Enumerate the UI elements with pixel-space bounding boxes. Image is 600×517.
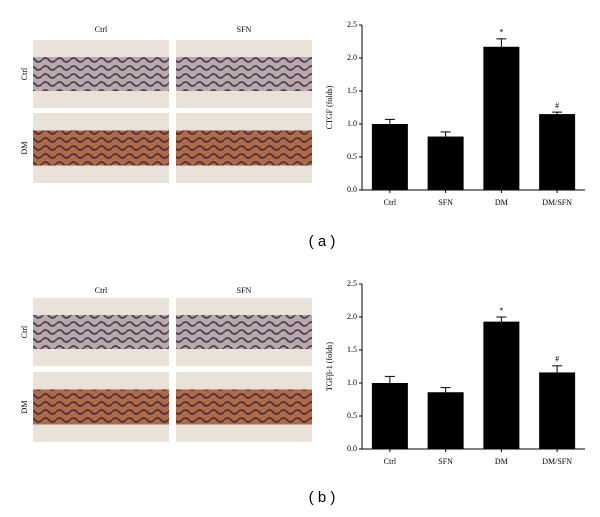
y-tick-label: 0.0 bbox=[347, 444, 357, 453]
y-tick-label: 2.0 bbox=[347, 312, 357, 321]
bar bbox=[539, 372, 576, 449]
column-label: Ctrl bbox=[95, 286, 108, 295]
annotation: * bbox=[499, 306, 503, 315]
tissue bbox=[176, 389, 312, 425]
y-tick-label: 0.0 bbox=[347, 185, 357, 194]
tissue bbox=[33, 315, 169, 349]
y-axis-label: TGFβ-1 (folds) bbox=[325, 342, 334, 392]
x-tick-label: SFN bbox=[438, 457, 453, 466]
tissue bbox=[176, 130, 312, 166]
row-label: Ctrl bbox=[20, 67, 29, 80]
row-label: DM bbox=[20, 142, 29, 155]
tissue bbox=[176, 57, 312, 91]
x-tick-label: Ctrl bbox=[384, 457, 397, 466]
bar bbox=[371, 124, 408, 190]
tissue bbox=[176, 315, 312, 349]
bar bbox=[539, 114, 576, 190]
column-label: SFN bbox=[237, 286, 252, 295]
y-tick-label: 1.5 bbox=[347, 86, 357, 95]
bar bbox=[427, 392, 464, 449]
y-tick-label: 0.5 bbox=[347, 411, 357, 420]
row-label: Ctrl bbox=[20, 325, 29, 338]
x-tick-label: SFN bbox=[438, 198, 453, 207]
y-tick-label: 0.5 bbox=[347, 152, 357, 161]
y-axis-label: CTGF (folds) bbox=[325, 85, 334, 129]
row-label: DM bbox=[20, 401, 29, 414]
tissue bbox=[33, 389, 169, 425]
y-tick-label: 1.0 bbox=[347, 378, 357, 387]
column-label: SFN bbox=[237, 25, 252, 34]
x-tick-label: DM bbox=[495, 457, 508, 466]
tissue bbox=[33, 130, 169, 166]
annotation: # bbox=[555, 355, 559, 364]
x-tick-label: DM bbox=[495, 198, 508, 207]
column-label: Ctrl bbox=[95, 25, 108, 34]
bar bbox=[371, 383, 408, 449]
x-tick-label: DM/SFN bbox=[542, 457, 572, 466]
annotation: # bbox=[555, 101, 559, 110]
y-tick-label: 2.5 bbox=[347, 20, 357, 29]
panel-label: ( a ) bbox=[309, 233, 336, 250]
x-tick-label: Ctrl bbox=[384, 198, 397, 207]
bar bbox=[483, 46, 520, 190]
y-tick-label: 1.5 bbox=[347, 345, 357, 354]
y-tick-label: 2.0 bbox=[347, 53, 357, 62]
tissue bbox=[33, 57, 169, 91]
bar bbox=[427, 136, 464, 190]
x-tick-label: DM/SFN bbox=[542, 198, 572, 207]
y-tick-label: 1.0 bbox=[347, 119, 357, 128]
annotation: * bbox=[499, 28, 503, 37]
panel-label: ( b ) bbox=[309, 489, 336, 506]
bar bbox=[483, 321, 520, 449]
y-tick-label: 2.5 bbox=[347, 279, 357, 288]
